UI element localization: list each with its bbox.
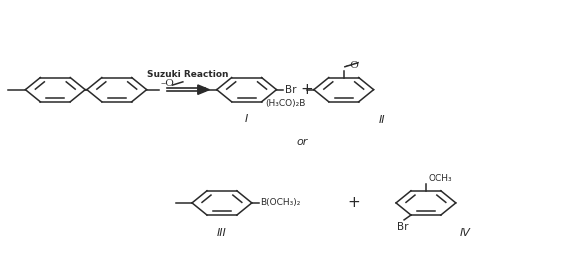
Text: IV: IV (459, 228, 470, 238)
Text: or: or (297, 137, 308, 147)
Text: I: I (245, 114, 248, 124)
Text: (H₃CO)₂B: (H₃CO)₂B (266, 99, 306, 108)
Text: Br: Br (285, 85, 296, 95)
Text: –O: –O (161, 79, 175, 88)
Text: –O: –O (346, 61, 360, 70)
Text: OCH₃: OCH₃ (428, 174, 452, 183)
Text: Br: Br (397, 222, 408, 232)
Text: III: III (217, 228, 227, 238)
Text: Suzuki Reaction: Suzuki Reaction (147, 70, 229, 79)
Text: +: + (348, 195, 361, 210)
Text: +: + (300, 82, 313, 97)
Text: B(OCH₃)₂: B(OCH₃)₂ (260, 198, 300, 207)
Text: II: II (378, 115, 385, 125)
Polygon shape (198, 85, 209, 94)
